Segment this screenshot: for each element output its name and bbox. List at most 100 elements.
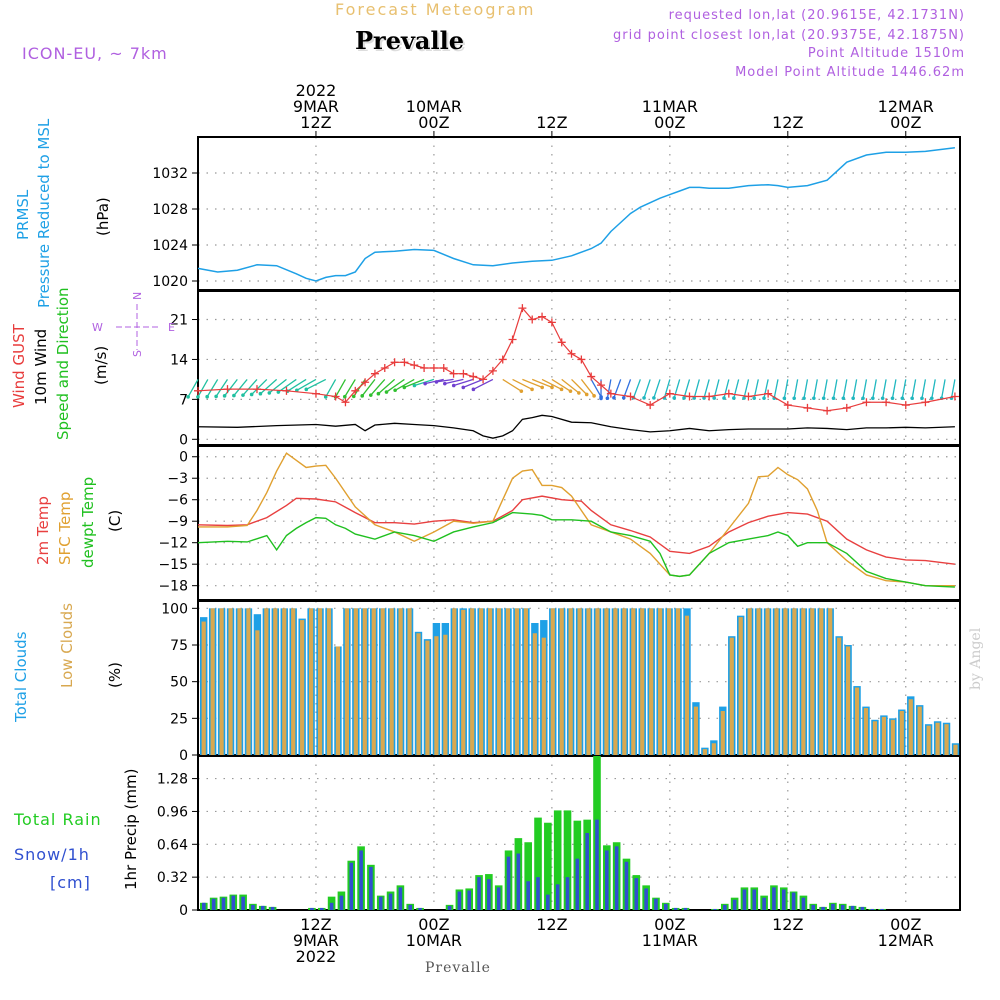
y-tick-label: 1020: [152, 274, 188, 290]
temp2m-line: [197, 495, 955, 565]
snow-bar: [634, 878, 639, 910]
gust-marker: [606, 389, 615, 398]
chart-title: Prevalle: [355, 26, 464, 55]
wind-direction-arrow: [187, 379, 199, 398]
low-cloud-bar: [640, 608, 645, 755]
time-label-top: 11MAR: [642, 97, 698, 116]
gust-marker: [361, 378, 370, 387]
time-label-bottom: 00Z: [890, 915, 921, 934]
footer-location: Prevalle: [425, 960, 491, 976]
wind-direction-arrow: [931, 379, 936, 399]
wind-arrow-head: [812, 396, 816, 401]
wind-arrow-head: [821, 396, 826, 401]
wind-direction-arrow: [901, 379, 907, 399]
snow-bar: [565, 877, 570, 910]
wind-arrow-head: [702, 396, 706, 400]
gust-marker: [823, 406, 832, 415]
low-cloud-bar: [801, 608, 806, 755]
wind-arrow-head: [871, 396, 875, 401]
wind-arrow-head: [384, 390, 389, 394]
wind-arrow-head: [451, 383, 456, 388]
rain-bar: [524, 842, 532, 910]
pressure-line: [197, 147, 956, 282]
y-tick-label: −18: [158, 579, 188, 595]
legend-dewpt-temp: dewpt Temp: [79, 477, 97, 568]
legend-pressure-msl: Pressure Reduced to MSL: [35, 118, 53, 308]
wind-direction-arrow: [531, 378, 553, 389]
legend-snow: Snow/1h: [14, 845, 90, 864]
wind-arrow-head: [241, 393, 245, 397]
time-label-bottom: 9MAR: [293, 931, 339, 950]
gust-marker: [420, 364, 429, 372]
wind-direction-arrow: [259, 378, 278, 395]
low-cloud-bar: [273, 608, 278, 755]
wind-direction-arrow: [522, 378, 543, 389]
wind-arrow-head: [550, 385, 554, 390]
wind-direction-arrow: [394, 378, 415, 391]
low-cloud-bar: [523, 608, 528, 755]
wind-direction-arrow: [683, 379, 691, 399]
low-cloud-bar: [854, 687, 860, 755]
dewpt-line: [197, 511, 955, 588]
y-tick-label: 1032: [152, 166, 188, 182]
low-cloud-bar: [863, 708, 869, 755]
low-cloud-bar: [667, 608, 672, 755]
gust-marker: [370, 369, 379, 378]
wind-direction-arrow: [580, 379, 595, 397]
y-tick-label: 0: [179, 903, 188, 919]
wind-arrow-head: [568, 389, 573, 393]
snow-bar: [713, 908, 717, 910]
wind-direction-arrow: [723, 379, 730, 399]
low-cloud-bar: [890, 719, 895, 755]
wind-direction-arrow: [206, 379, 219, 398]
wind-direction-arrow: [713, 379, 720, 399]
wind-arrow-head: [443, 381, 447, 386]
legend-snow-unit: [cm]: [50, 873, 91, 892]
wind-arrow-head: [592, 394, 596, 398]
snow-bar: [624, 861, 629, 910]
low-cloud-bar: [398, 608, 403, 755]
snow-bar: [555, 884, 560, 910]
snow-bar: [506, 856, 511, 910]
wind-direction-arrow: [344, 379, 356, 398]
wind-arrow-head: [851, 396, 855, 401]
time-label-bottom: 00Z: [654, 915, 685, 934]
snow-bar: [781, 889, 786, 910]
gust-marker: [882, 398, 891, 407]
low-cloud-bar: [846, 646, 851, 755]
wind-arrow-head: [605, 396, 610, 401]
rain-bar: [534, 817, 542, 910]
wind-direction-arrow: [783, 379, 789, 399]
wind-arrow-head: [712, 396, 716, 400]
snow-bar: [398, 887, 403, 910]
wind-arrow-head: [612, 395, 616, 400]
low-cloud-bar: [559, 608, 564, 755]
snow-bar: [526, 881, 530, 910]
time-label-top: 12Z: [772, 113, 803, 132]
wind-arrow-head: [682, 396, 686, 400]
wind-direction-arrow: [891, 379, 897, 399]
wind-arrow-head: [360, 394, 365, 398]
low-cloud-bar: [514, 608, 520, 755]
snow-bar: [369, 866, 373, 910]
wind-arrow-head: [434, 380, 439, 384]
wind-direction-arrow: [872, 379, 877, 399]
snow-bar: [831, 903, 835, 910]
time-label-top: 10MAR: [406, 97, 462, 116]
gust-marker: [449, 369, 458, 378]
wind-direction-arrow: [823, 379, 828, 399]
snow-bar: [418, 907, 422, 910]
low-cloud-bar: [282, 608, 287, 755]
wind-direction-arrow: [632, 379, 641, 398]
gust-marker: [469, 372, 478, 381]
low-cloud-bar: [300, 620, 305, 755]
low-cloud-bar: [774, 608, 779, 755]
gust-marker: [439, 364, 448, 372]
wind-arrow-head: [861, 396, 865, 401]
low-cloud-bar: [595, 608, 600, 755]
low-cloud-bar: [604, 608, 609, 755]
snow-bar: [457, 891, 462, 910]
wind-arrow-head: [752, 396, 756, 400]
wind-direction-arrow: [663, 379, 671, 399]
wind-arrow-head: [540, 385, 544, 390]
